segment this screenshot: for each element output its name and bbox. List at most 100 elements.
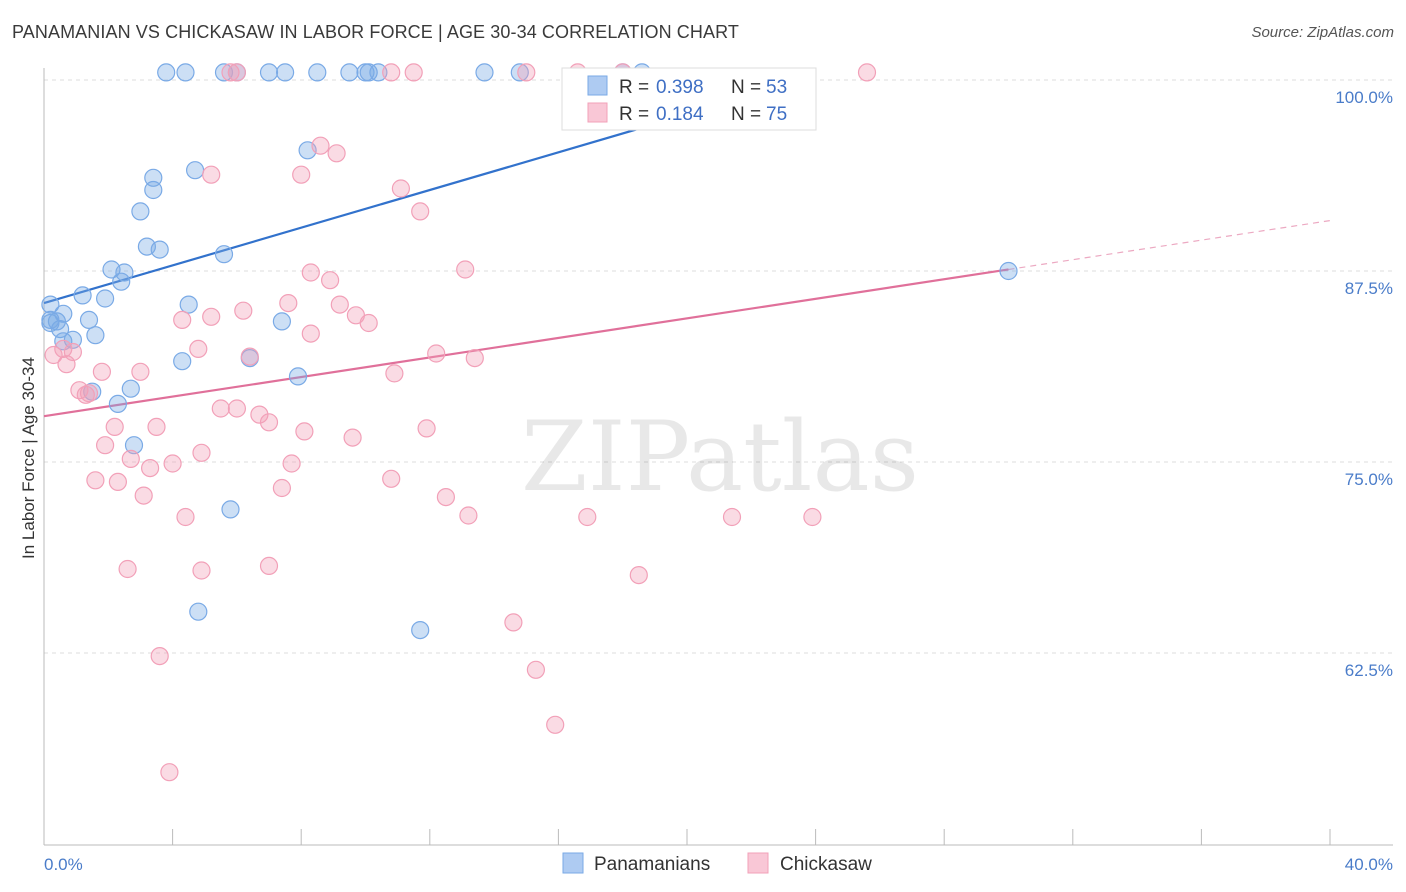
point-panamanians-43 (121, 379, 140, 398)
point-panamanians-7 (340, 63, 359, 82)
point-chickasaw-9 (327, 144, 346, 163)
point-chickasaw-53 (282, 454, 301, 473)
point-chickasaw-19 (234, 301, 253, 320)
point-panamanians-16 (186, 161, 205, 180)
point-chickasaw-40 (227, 399, 246, 418)
point-chickasaw-55 (108, 472, 128, 491)
legend-n-value-0: 53 (766, 77, 787, 98)
point-chickasaw-37 (76, 385, 95, 404)
point-chickasaw-60 (176, 507, 195, 527)
y-tick-label-0: 100.0% (1335, 88, 1393, 107)
point-panamanians-9 (359, 63, 378, 82)
point-chickasaw-2 (382, 63, 401, 82)
bottom-legend-swatch-chickasaw (747, 852, 769, 874)
point-chickasaw-23 (359, 313, 378, 333)
point-chickasaw-41 (250, 405, 269, 424)
data-points (41, 63, 1018, 782)
point-chickasaw-65 (118, 559, 137, 579)
point-chickasaw-21 (173, 310, 192, 329)
point-panamanians-18 (144, 180, 163, 200)
point-chickasaw-14 (456, 260, 475, 279)
point-chickasaw-43 (147, 417, 166, 436)
point-chickasaw-48 (95, 436, 115, 455)
legend-n-label-0: N = (731, 77, 761, 98)
point-chickasaw-61 (459, 506, 478, 525)
legend-swatch-panamanians (587, 75, 608, 96)
point-chickasaw-15 (301, 263, 320, 282)
y-axis-label: In Labor Force | Age 30-34 (19, 357, 38, 559)
point-chickasaw-72 (546, 715, 565, 734)
point-chickasaw-12 (391, 179, 410, 198)
point-panamanians-22 (214, 245, 234, 264)
point-chickasaw-49 (121, 449, 140, 468)
point-panamanians-49 (411, 620, 430, 640)
point-chickasaw-16 (321, 271, 340, 290)
point-chickasaw-35 (92, 362, 112, 381)
point-panamanians-11 (475, 63, 494, 82)
trend-extension-chickasaw (1008, 219, 1331, 271)
point-panamanians-50 (999, 261, 1018, 281)
point-panamanians-0 (157, 63, 176, 82)
point-panamanians-29 (179, 295, 198, 314)
point-chickasaw-17 (279, 294, 298, 313)
point-panamanians-19 (131, 202, 150, 221)
x-tick-label-start: 0.0% (44, 855, 83, 874)
point-panamanians-25 (112, 272, 131, 291)
point-chickasaw-66 (192, 561, 211, 580)
point-panamanians-2 (214, 63, 234, 82)
axes (43, 68, 1393, 846)
legend-r-label-0: R = (619, 77, 649, 98)
legend-r-value-1: 0.184 (656, 104, 704, 125)
point-chickasaw-8 (311, 136, 330, 155)
point-panamanians-42 (288, 367, 308, 386)
point-chickasaw-20 (202, 307, 221, 326)
point-chickasaw-3 (404, 63, 423, 82)
point-panamanians-26 (41, 295, 60, 314)
bottom-legend-swatch-panamanians (562, 852, 584, 874)
point-panamanians-46 (124, 436, 144, 455)
point-panamanians-21 (150, 240, 169, 259)
point-chickasaw-29 (57, 355, 76, 374)
legend-swatch-chickasaw (587, 102, 608, 123)
legend-n-label-1: N = (731, 104, 761, 125)
point-chickasaw-56 (272, 478, 291, 498)
point-chickasaw-4 (517, 63, 536, 82)
watermark: ZIPatlas (521, 401, 919, 513)
bottom-legend-label-chickasaw: Chickasaw (780, 854, 872, 875)
point-panamanians-38 (41, 310, 60, 329)
point-chickasaw-11 (292, 165, 311, 184)
point-chickasaw-58 (134, 486, 153, 505)
point-panamanians-40 (173, 352, 192, 371)
legend-n-value-1: 75 (766, 104, 787, 125)
point-chickasaw-70 (150, 646, 169, 666)
y-tick-labels: 100.0% 87.5% 75.0% 62.5% (1335, 88, 1393, 680)
point-chickasaw-63 (722, 507, 742, 527)
bottom-legend-label-panamanians: Panamanians (594, 854, 710, 875)
point-chickasaw-59 (436, 488, 455, 507)
point-panamanians-10 (369, 63, 388, 82)
point-chickasaw-44 (105, 417, 124, 436)
point-panamanians-28 (95, 289, 115, 308)
x-tick-label-end: 40.0% (1345, 855, 1393, 874)
point-chickasaw-57 (382, 469, 401, 488)
point-chickasaw-42 (259, 413, 279, 432)
point-panamanians-6 (308, 63, 327, 82)
point-chickasaw-33 (131, 362, 150, 381)
point-chickasaw-18 (330, 295, 349, 314)
point-panamanians-47 (221, 500, 240, 519)
point-panamanians-37 (86, 326, 105, 345)
point-panamanians-33 (79, 310, 99, 329)
point-chickasaw-69 (504, 613, 523, 632)
point-chickasaw-52 (163, 454, 182, 473)
point-panamanians-48 (189, 602, 208, 621)
point-chickasaw-30 (427, 344, 446, 363)
point-chickasaw-51 (141, 459, 160, 478)
point-chickasaw-39 (211, 399, 230, 418)
point-chickasaw-47 (343, 428, 362, 447)
point-panamanians-4 (259, 63, 279, 82)
point-chickasaw-28 (44, 345, 63, 365)
point-chickasaw-64 (803, 507, 822, 527)
point-panamanians-45 (108, 394, 128, 413)
point-chickasaw-71 (526, 660, 546, 679)
point-panamanians-12 (510, 63, 529, 82)
